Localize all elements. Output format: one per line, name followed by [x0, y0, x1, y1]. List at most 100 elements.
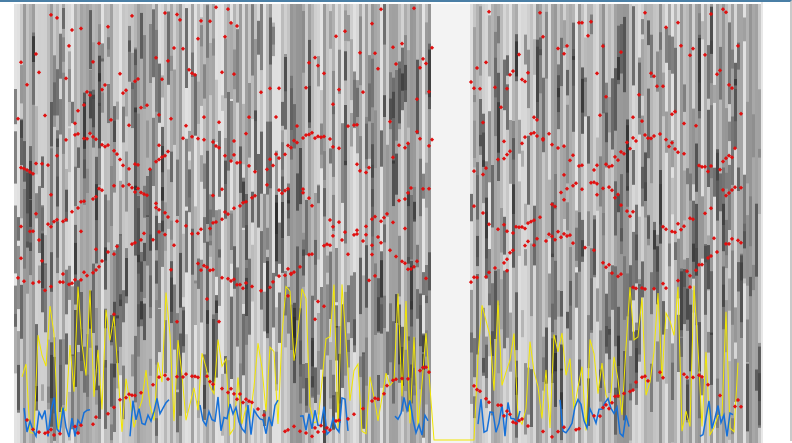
spectrogram-energy: [677, 314, 680, 372]
formant-point: [306, 252, 312, 257]
formant-point: [333, 418, 339, 424]
spectrogram-energy: [473, 120, 476, 158]
formant-point: [738, 404, 744, 409]
spectrogram-energy: [692, 200, 695, 262]
spectrogram-energy: [590, 14, 593, 35]
formant-point: [24, 82, 30, 87]
spectrogram-column: [749, 4, 752, 443]
spectrogram-energy: [689, 304, 692, 372]
formant-point: [327, 136, 333, 142]
formant-point: [336, 219, 342, 225]
spectrogram-energy: [560, 37, 563, 87]
spectrogram-column: [209, 4, 212, 443]
formant-point: [537, 215, 543, 220]
spectrogram-energy: [281, 101, 284, 126]
formant-point: [111, 251, 117, 257]
formant-point: [414, 259, 420, 264]
spectrogram-energy: [482, 160, 485, 204]
spectrogram-energy: [185, 210, 188, 273]
spectrogram-energy: [212, 138, 215, 218]
spectrogram-energy: [83, 92, 86, 149]
pitch-segment: [23, 397, 91, 439]
spectrogram-energy: [524, 363, 527, 435]
spectrogram-column: [509, 4, 512, 443]
formant-point: [531, 243, 537, 248]
spectrogram-column: [380, 4, 383, 443]
formant-point: [222, 34, 228, 39]
formant-point: [396, 143, 402, 148]
spectrogram-energy: [164, 320, 167, 373]
spectrogram-energy: [113, 120, 116, 193]
spectrogram-column: [464, 4, 467, 443]
formant-point: [216, 120, 222, 125]
spectrogram-energy: [215, 79, 218, 142]
spectrogram-column: [704, 4, 707, 443]
spectrogram-energy: [476, 175, 479, 258]
spectrogram-energy: [428, 49, 431, 110]
spectrogram-energy: [695, 248, 698, 326]
spectrogram-column: [443, 4, 446, 443]
spectrogram-energy: [698, 373, 701, 419]
formant-point: [729, 155, 735, 160]
formant-point: [564, 186, 570, 191]
spectrogram-energy: [113, 106, 116, 142]
spectrogram-column: [116, 4, 119, 443]
spectrogram-column: [476, 4, 479, 443]
formant-point: [558, 190, 564, 195]
formant-point: [669, 140, 675, 145]
formant-point: [153, 159, 159, 164]
spectrogram-energy: [368, 55, 371, 122]
spectrogram-energy: [629, 265, 632, 341]
formant-point: [663, 227, 669, 232]
spectrogram-energy: [485, 336, 488, 409]
formant-point: [213, 143, 219, 149]
formant-point: [360, 406, 366, 411]
formant-point: [303, 430, 309, 436]
spectrogram-energy: [155, 215, 158, 251]
spectrogram-energy: [488, 15, 491, 77]
formant-point: [93, 194, 99, 199]
formant-point: [276, 187, 282, 193]
formant-point: [102, 82, 108, 88]
formant-point: [219, 275, 225, 280]
spectrogram-column: [608, 4, 611, 443]
spectrogram-energy: [473, 27, 476, 103]
formant-point: [321, 134, 327, 139]
spectrogram-column: [632, 4, 635, 443]
spectrogram-column: [287, 4, 290, 443]
spectrogram-energy: [257, 154, 260, 228]
formant-point: [234, 160, 240, 166]
formant-point: [171, 243, 177, 248]
formant-point: [495, 227, 501, 232]
spectrogram-column: [266, 4, 269, 443]
spectrogram-energy: [266, 121, 269, 195]
spectrogram-energy: [296, 246, 299, 321]
formant-point: [48, 192, 54, 197]
formant-point: [21, 166, 27, 171]
spectrogram-column: [128, 4, 131, 443]
spectrogram-column: [734, 4, 737, 443]
spectrogram-energy: [185, 8, 188, 89]
spectrogram-energy: [83, 346, 86, 393]
formant-point: [483, 396, 489, 401]
spectrogram-energy: [692, 108, 695, 185]
spectrogram-column: [56, 4, 59, 443]
formant-point: [84, 89, 90, 95]
spectrogram-energy: [572, 56, 575, 132]
formant-point: [48, 224, 54, 229]
spectrogram-energy: [581, 219, 584, 262]
spectrogram-energy: [701, 21, 704, 40]
spectrogram-energy: [641, 39, 644, 96]
formant-point: [567, 232, 573, 238]
spectrogram-energy: [638, 279, 641, 355]
formant-point: [501, 260, 507, 266]
spectrogram-energy: [548, 273, 551, 318]
formant-point: [618, 271, 624, 277]
spectrogram-energy: [716, 378, 719, 428]
formant-point: [672, 230, 678, 235]
formant-point: [528, 219, 534, 224]
spectrogram-column: [416, 4, 419, 443]
formant-point: [174, 12, 180, 17]
formant-point: [213, 219, 219, 225]
